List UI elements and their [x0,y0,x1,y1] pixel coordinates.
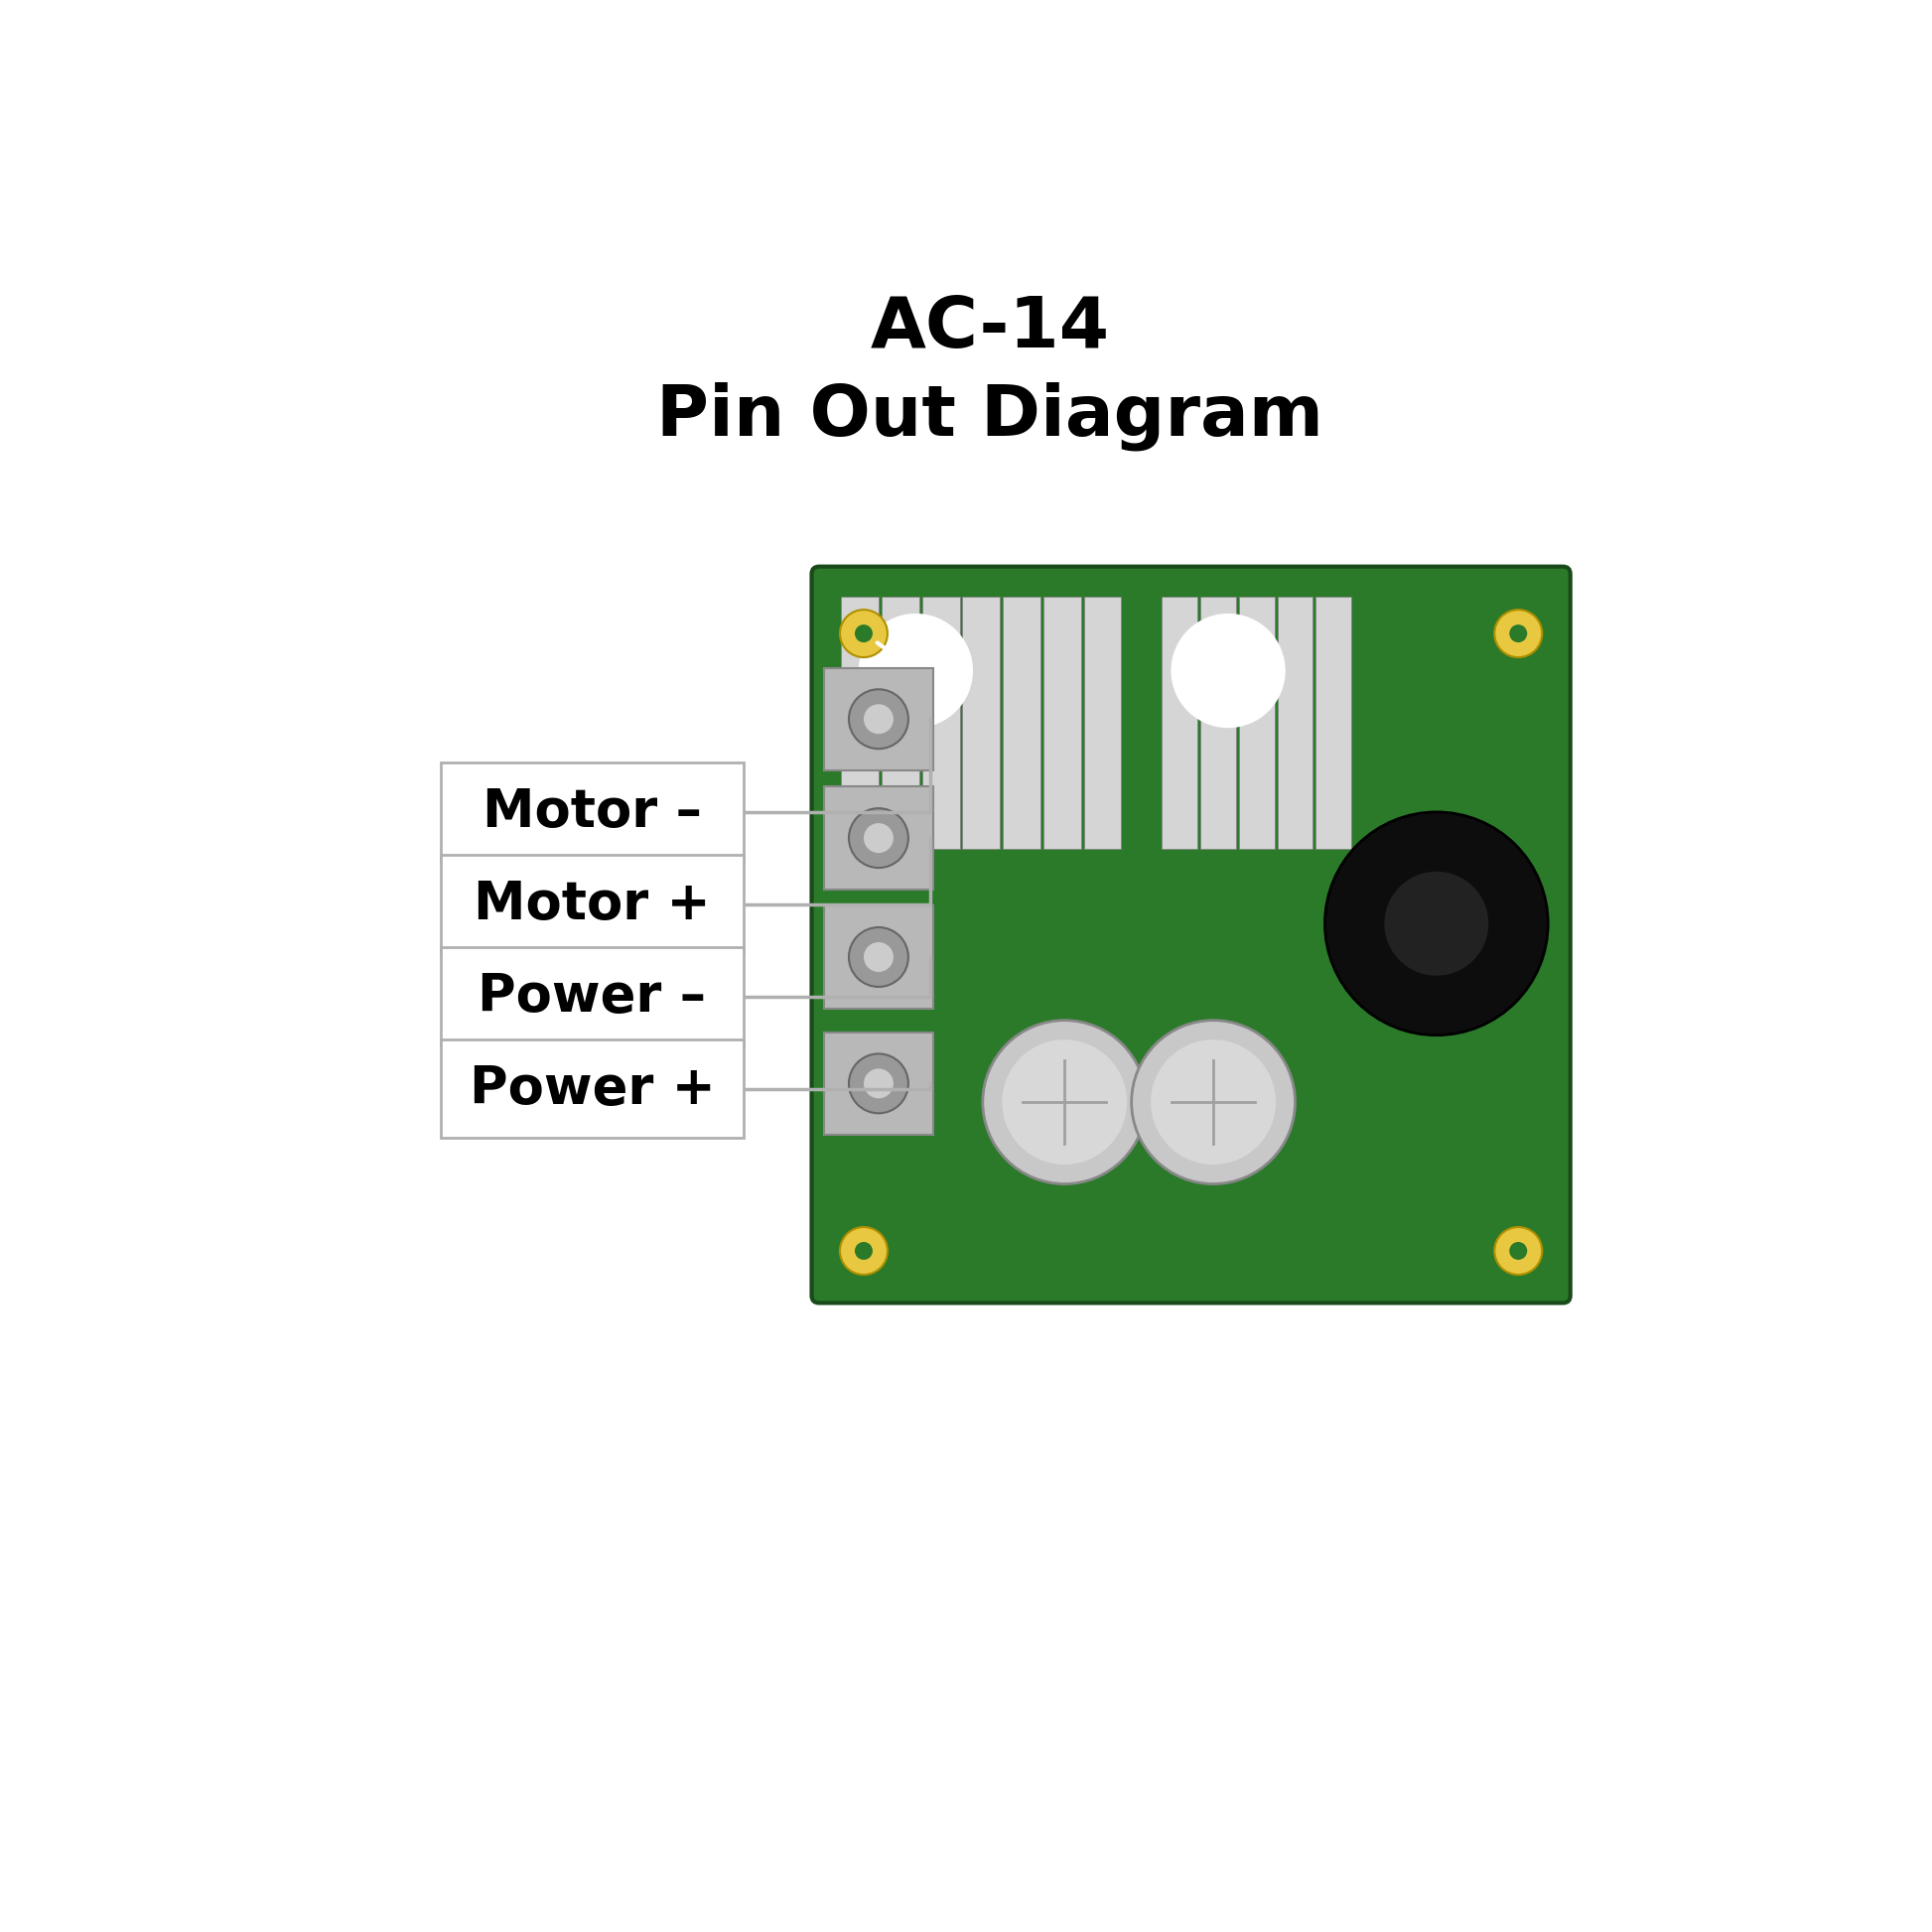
Text: Pin Out Diagram: Pin Out Diagram [657,383,1323,450]
Circle shape [848,690,908,750]
FancyBboxPatch shape [1238,597,1275,850]
FancyBboxPatch shape [440,763,744,862]
Circle shape [983,1020,1146,1184]
Text: Power +: Power + [469,1063,715,1115]
Circle shape [864,823,893,852]
FancyBboxPatch shape [1277,597,1314,850]
Circle shape [854,1242,873,1260]
FancyBboxPatch shape [823,906,933,1009]
FancyBboxPatch shape [922,597,960,850]
Circle shape [848,1053,908,1113]
Circle shape [1151,1039,1275,1165]
Text: Power –: Power – [477,970,707,1022]
Circle shape [860,614,972,726]
FancyBboxPatch shape [1084,597,1121,850]
Text: AC-14: AC-14 [871,294,1109,363]
FancyBboxPatch shape [1043,597,1080,850]
Circle shape [1171,614,1285,726]
FancyBboxPatch shape [823,786,933,889]
FancyBboxPatch shape [440,1039,744,1138]
FancyBboxPatch shape [842,597,879,850]
FancyBboxPatch shape [881,597,920,850]
Circle shape [840,1227,887,1275]
Circle shape [864,703,893,734]
FancyBboxPatch shape [1316,597,1352,850]
FancyBboxPatch shape [1003,597,1039,850]
FancyBboxPatch shape [823,1032,933,1134]
FancyBboxPatch shape [811,566,1571,1302]
Circle shape [840,611,887,657]
Circle shape [1495,1227,1542,1275]
FancyBboxPatch shape [440,856,744,952]
Circle shape [848,808,908,867]
Circle shape [1509,1242,1526,1260]
FancyBboxPatch shape [1200,597,1236,850]
Circle shape [1132,1020,1294,1184]
Circle shape [1509,624,1526,643]
Circle shape [864,943,893,972]
FancyBboxPatch shape [1161,597,1198,850]
Circle shape [1385,871,1488,976]
Circle shape [848,927,908,987]
FancyBboxPatch shape [440,947,744,1045]
Circle shape [1003,1039,1126,1165]
FancyBboxPatch shape [823,668,933,771]
Circle shape [864,1068,893,1099]
Circle shape [854,624,873,643]
Text: Motor –: Motor – [483,786,701,838]
Text: Motor +: Motor + [473,879,711,929]
FancyBboxPatch shape [962,597,1001,850]
Circle shape [1325,811,1548,1036]
Circle shape [1495,611,1542,657]
